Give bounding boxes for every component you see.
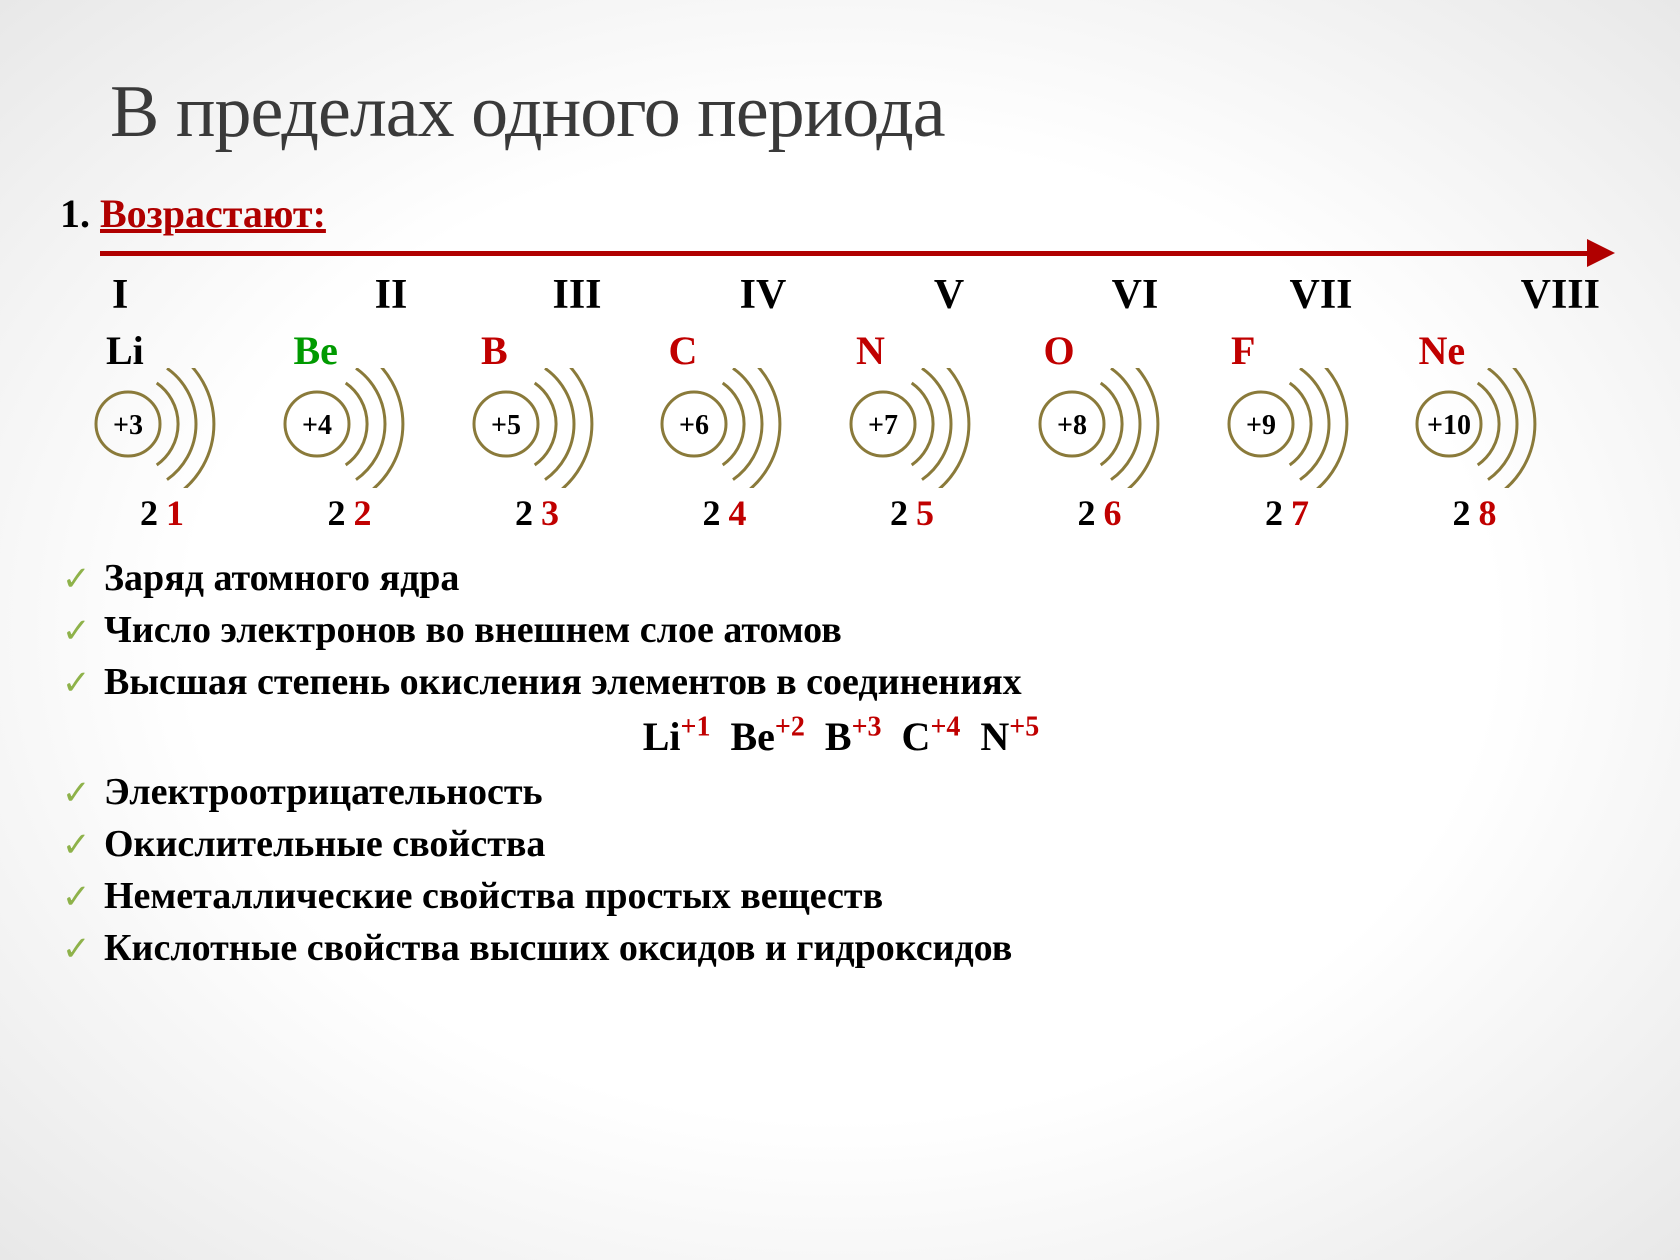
atom-diagram: +4 (279, 376, 468, 486)
bullet-item: ✓Электроотрицательность (62, 770, 1620, 814)
check-icon: ✓ (62, 825, 94, 865)
arrow (60, 239, 1620, 265)
bullet-item: ✓Высшая степень окисления элементов в со… (62, 660, 1620, 704)
atoms-row: +3 +4 +5 +6 +7 +8 +9 +10 (60, 376, 1620, 486)
svg-text:+5: +5 (491, 410, 521, 441)
bullet-item: ✓Кислотные свойства высших оксидов и гид… (62, 926, 1620, 970)
group-label: III (484, 271, 670, 319)
check-icon: ✓ (62, 773, 94, 813)
shell-electron-count: 28 (1413, 492, 1601, 534)
group-label: VI (1042, 271, 1228, 319)
bullet-text: Высшая степень окисления элементов в сое… (104, 660, 1022, 704)
atom-diagram: +9 (1223, 376, 1412, 486)
oxidation-pair: N+5 (980, 714, 1039, 759)
atom-diagram: +6 (656, 376, 845, 486)
element-symbol: N (850, 327, 1038, 374)
shell-electron-count: 23 (475, 492, 663, 534)
shell-electron-count: 24 (663, 492, 851, 534)
element-symbol: Li (100, 327, 288, 374)
bullet-text: Заряд атомного ядра (104, 556, 459, 600)
bullet-text: Число электронов во внешнем слое атомов (104, 608, 842, 652)
bullet-text: Электроотрицательность (104, 770, 543, 814)
oxidation-pair: B+3 (825, 714, 882, 759)
atom-diagram: +8 (1034, 376, 1223, 486)
subtitle-text: Возрастают: (100, 190, 326, 237)
group-label: II (298, 271, 484, 319)
bullet-list: ✓Заряд атомного ядра✓Число электронов во… (60, 556, 1620, 970)
bullet-item: ✓Окислительные свойства (62, 822, 1620, 866)
bullet-text: Кислотные свойства высших оксидов и гидр… (104, 926, 1012, 970)
arrow-head-icon (1587, 239, 1615, 267)
bullet-text: Неметаллические свойства простых веществ (104, 874, 883, 918)
atom-diagram: +7 (845, 376, 1034, 486)
element-symbol: C (663, 327, 851, 374)
svg-text:+7: +7 (868, 410, 898, 441)
check-icon: ✓ (62, 663, 94, 703)
atom-diagram: +5 (468, 376, 657, 486)
atom-diagram: +3 (90, 376, 279, 486)
svg-text:+3: +3 (113, 410, 143, 441)
element-symbol: Ne (1413, 327, 1601, 374)
subtitle: 1. Возрастают: (60, 190, 1620, 237)
oxidation-pair: Li+1 (643, 714, 711, 759)
element-symbol: B (475, 327, 663, 374)
oxidation-pair: Be+2 (730, 714, 804, 759)
slide: В пределах одного периода 1. Возрастают:… (0, 0, 1680, 1260)
svg-text:+10: +10 (1427, 410, 1471, 441)
shell-electron-count: 27 (1225, 492, 1413, 534)
group-label: IV (670, 271, 856, 319)
electron-shells-row: 2122232425262728 (60, 492, 1620, 534)
shell-electron-count: 21 (100, 492, 288, 534)
svg-text:+4: +4 (302, 410, 332, 441)
bullet-item: ✓Неметаллические свойства простых вещест… (62, 874, 1620, 918)
svg-text:+6: +6 (679, 410, 709, 441)
group-label: VIII (1414, 271, 1600, 319)
bullet-item: ✓Заряд атомного ядра (62, 556, 1620, 600)
element-symbol: F (1225, 327, 1413, 374)
slide-title: В пределах одного периода (110, 70, 1620, 155)
group-label: I (100, 271, 298, 319)
atom-diagram: +10 (1411, 376, 1600, 486)
groups-row: IIIIIIIVVVIVIIVIII (60, 271, 1620, 319)
bullet-text: Окислительные свойства (104, 822, 545, 866)
group-label: VII (1228, 271, 1414, 319)
element-symbol: O (1038, 327, 1226, 374)
subtitle-number: 1. (60, 190, 90, 237)
oxidation-pair: C+4 (902, 714, 961, 759)
check-icon: ✓ (62, 559, 94, 599)
svg-text:+8: +8 (1057, 410, 1087, 441)
arrow-line (100, 251, 1595, 256)
shell-electron-count: 25 (850, 492, 1038, 534)
bullet-item: ✓Число электронов во внешнем слое атомов (62, 608, 1620, 652)
shell-electron-count: 26 (1038, 492, 1226, 534)
oxidation-states: Li+1 Be+2 B+3 C+4 N+5 (62, 712, 1620, 760)
shell-electron-count: 22 (288, 492, 476, 534)
svg-text:+9: +9 (1246, 410, 1276, 441)
check-icon: ✓ (62, 877, 94, 917)
elements-row: LiBeBCNOFNe (60, 327, 1620, 374)
group-label: V (856, 271, 1042, 319)
element-symbol: Be (288, 327, 476, 374)
check-icon: ✓ (62, 929, 94, 969)
check-icon: ✓ (62, 611, 94, 651)
